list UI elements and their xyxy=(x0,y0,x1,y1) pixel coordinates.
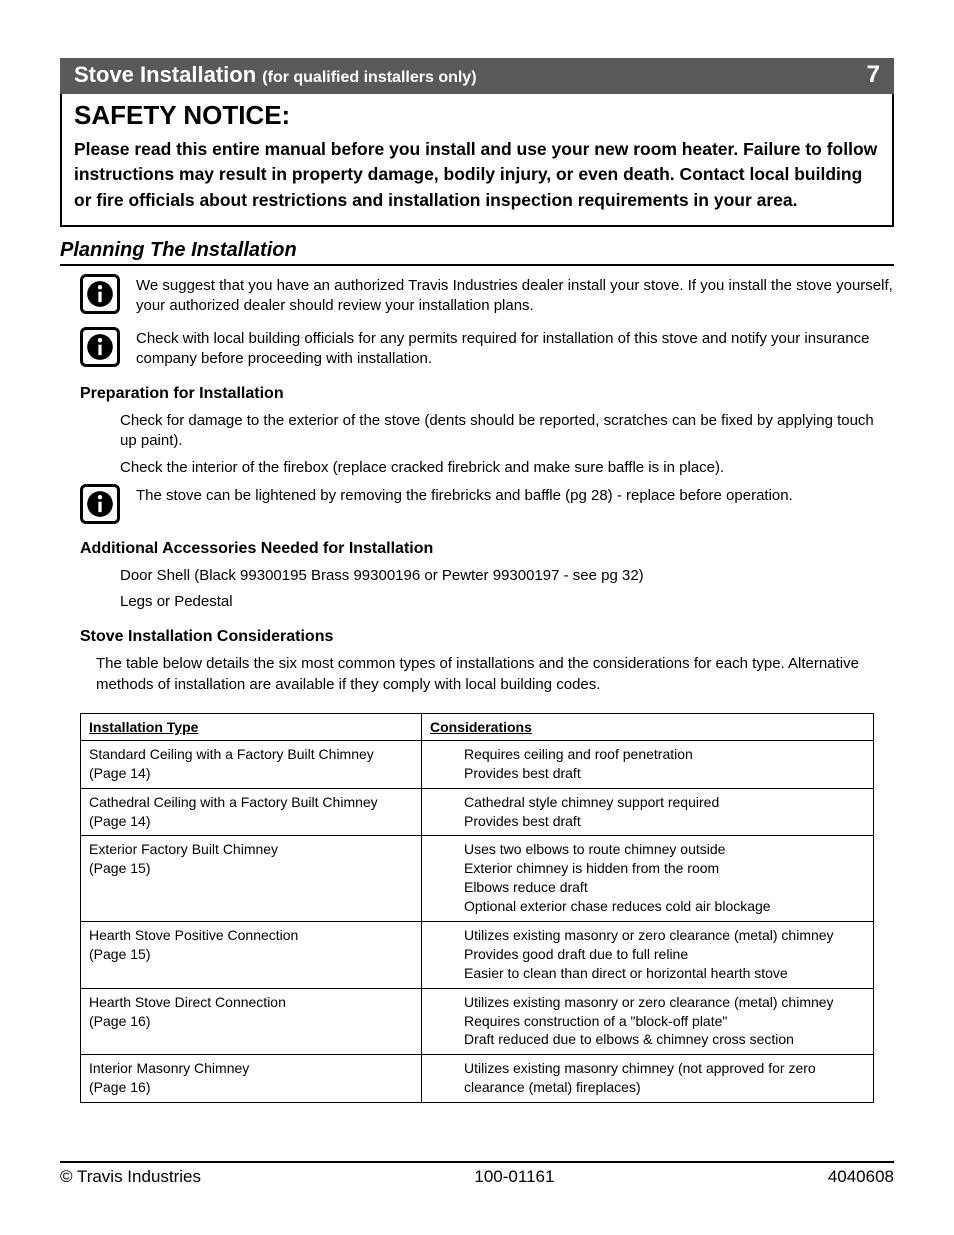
info-row: The stove can be lightened by removing t… xyxy=(80,484,894,524)
table-header-considerations: Considerations xyxy=(421,713,873,740)
table-cell-considerations: Requires ceiling and roof penetrationPro… xyxy=(421,740,873,788)
table-row: Exterior Factory Built Chimney(Page 15)U… xyxy=(81,836,874,922)
prep-heading: Preparation for Installation xyxy=(80,385,894,403)
table-cell-type: Standard Ceiling with a Factory Built Ch… xyxy=(81,740,422,788)
table-cell-type: Interior Masonry Chimney(Page 16) xyxy=(81,1055,422,1103)
info-row: Check with local building officials for … xyxy=(80,327,894,370)
safety-notice-box: SAFETY NOTICE: Please read this entire m… xyxy=(60,94,894,227)
table-row: Hearth Stove Positive Connection(Page 15… xyxy=(81,922,874,989)
info-icon xyxy=(80,484,120,524)
info-text: We suggest that you have an authorized T… xyxy=(136,274,894,317)
footer-docnum: 100-01161 xyxy=(474,1167,554,1187)
table-cell-type: Exterior Factory Built Chimney(Page 15) xyxy=(81,836,422,922)
table-cell-considerations: Uses two elbows to route chimney outside… xyxy=(421,836,873,922)
planning-title: Planning The Installation xyxy=(60,239,894,262)
footer-copyright: © Travis Industries xyxy=(60,1167,201,1187)
safety-heading: SAFETY NOTICE: xyxy=(74,100,880,131)
table-cell-type: Hearth Stove Direct Connection(Page 16) xyxy=(81,988,422,1055)
accessories-item: Door Shell (Black 99300195 Brass 9930019… xyxy=(120,566,894,586)
table-cell-type: Cathedral Ceiling with a Factory Built C… xyxy=(81,788,422,836)
table-cell-considerations: Utilizes existing masonry or zero cleara… xyxy=(421,922,873,989)
prep-paragraph: Check for damage to the exterior of the … xyxy=(120,411,894,452)
table-row: Cathedral Ceiling with a Factory Built C… xyxy=(81,788,874,836)
header-page-number: 7 xyxy=(867,61,880,89)
page-footer: © Travis Industries 100-01161 4040608 xyxy=(60,1161,894,1187)
table-row: Hearth Stove Direct Connection(Page 16)U… xyxy=(81,988,874,1055)
table-cell-considerations: Cathedral style chimney support required… xyxy=(421,788,873,836)
header-title: Stove Installation (for qualified instal… xyxy=(74,62,477,88)
info-row: We suggest that you have an authorized T… xyxy=(80,274,894,317)
header-title-sub: (for qualified installers only) xyxy=(262,69,476,86)
table-cell-type: Hearth Stove Positive Connection(Page 15… xyxy=(81,922,422,989)
info-icon xyxy=(80,274,120,314)
considerations-intro: The table below details the six most com… xyxy=(96,654,894,695)
table-cell-considerations: Utilizes existing masonry or zero cleara… xyxy=(421,988,873,1055)
header-bar: Stove Installation (for qualified instal… xyxy=(60,58,894,94)
info-icon xyxy=(80,327,120,367)
section-divider xyxy=(60,264,894,266)
info-text: Check with local building officials for … xyxy=(136,327,894,370)
installation-table: Installation Type Considerations Standar… xyxy=(80,713,874,1103)
footer-code: 4040608 xyxy=(828,1167,894,1187)
info-text: The stove can be lightened by removing t… xyxy=(136,484,793,506)
safety-body: Please read this entire manual before yo… xyxy=(74,137,880,213)
table-row: Standard Ceiling with a Factory Built Ch… xyxy=(81,740,874,788)
table-row: Interior Masonry Chimney(Page 16)Utilize… xyxy=(81,1055,874,1103)
page: Stove Installation (for qualified instal… xyxy=(0,0,954,1235)
table-header-type: Installation Type xyxy=(81,713,422,740)
table-cell-considerations: Utilizes existing masonry chimney (not a… xyxy=(421,1055,873,1103)
header-title-main: Stove Installation xyxy=(74,62,256,87)
accessories-item: Legs or Pedestal xyxy=(120,592,894,612)
accessories-heading: Additional Accessories Needed for Instal… xyxy=(80,540,894,558)
considerations-heading: Stove Installation Considerations xyxy=(80,628,894,646)
prep-paragraph: Check the interior of the firebox (repla… xyxy=(120,458,894,478)
